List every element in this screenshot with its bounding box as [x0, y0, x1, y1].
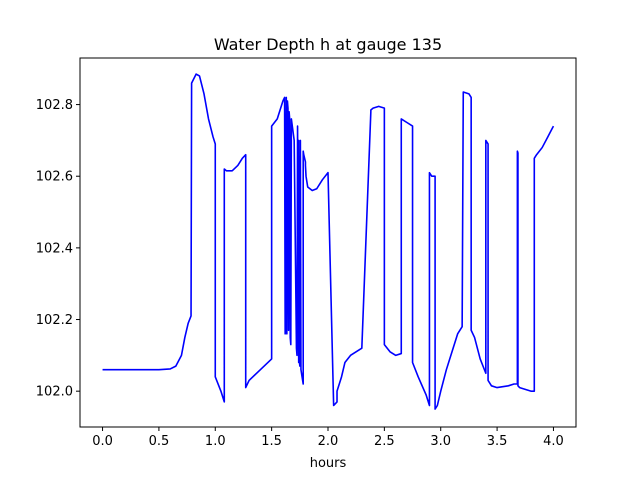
- x-tick-label: 0.5: [149, 434, 170, 449]
- plot-area: [102, 73, 555, 410]
- series-line-0: [102, 73, 555, 410]
- x-axis: 0.0 0.5 1.0 1.5 2.0 2.5 3.0 3.5 4.0: [92, 427, 564, 449]
- chart-title: Water Depth h at gauge 135: [214, 35, 442, 54]
- y-tick-label: 102.6: [36, 170, 73, 185]
- x-tick-label: 1.5: [261, 434, 282, 449]
- x-tick-label: 2.5: [374, 434, 395, 449]
- y-tick-label: 102.8: [36, 98, 73, 113]
- y-tick-label: 102.0: [36, 385, 73, 400]
- x-tick-label: 4.0: [543, 434, 564, 449]
- x-tick-label: 0.0: [92, 434, 113, 449]
- x-tick-label: 3.5: [487, 434, 508, 449]
- plot-frame: [79, 57, 577, 428]
- y-axis: 102.0 102.2 102.4 102.6 102.8: [36, 98, 80, 400]
- y-tick-label: 102.2: [36, 313, 73, 328]
- x-tick-label: 3.0: [430, 434, 451, 449]
- y-tick-label: 102.4: [36, 241, 73, 256]
- x-tick-label: 1.0: [205, 434, 226, 449]
- x-axis-label: hours: [310, 456, 347, 471]
- x-tick-label: 2.0: [318, 434, 339, 449]
